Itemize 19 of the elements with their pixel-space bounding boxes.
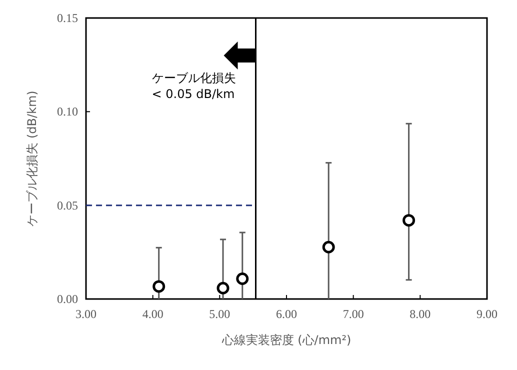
point: [152, 280, 166, 293]
x-tick-label: 7.00: [342, 307, 364, 321]
y-tick-label: 0.00: [57, 292, 78, 306]
x-tick-label: 3.00: [76, 307, 96, 321]
y-tick-label: 0.10: [57, 104, 78, 119]
point: [236, 272, 249, 286]
y-tick-label: 0.05: [57, 198, 78, 212]
point: [322, 240, 335, 254]
x-tick-label: 8.00: [410, 307, 431, 321]
x-tick-label: 5.00: [209, 307, 230, 321]
x-tick-label: 4.00: [142, 307, 164, 321]
x-tick-label: 6.00: [276, 307, 297, 321]
x-tick-label: 9.00: [476, 307, 498, 321]
y-axis-title: ケーブル化損失 (dB/km): [25, 90, 39, 226]
annotation: ケーブル化損失 < 0.05 dB/km: [152, 71, 236, 101]
point: [216, 282, 230, 294]
point: [402, 214, 416, 227]
x-axis-title: 心線実装密度 (心/mm²): [220, 333, 352, 347]
y-tick-label: 0.15: [57, 11, 78, 25]
